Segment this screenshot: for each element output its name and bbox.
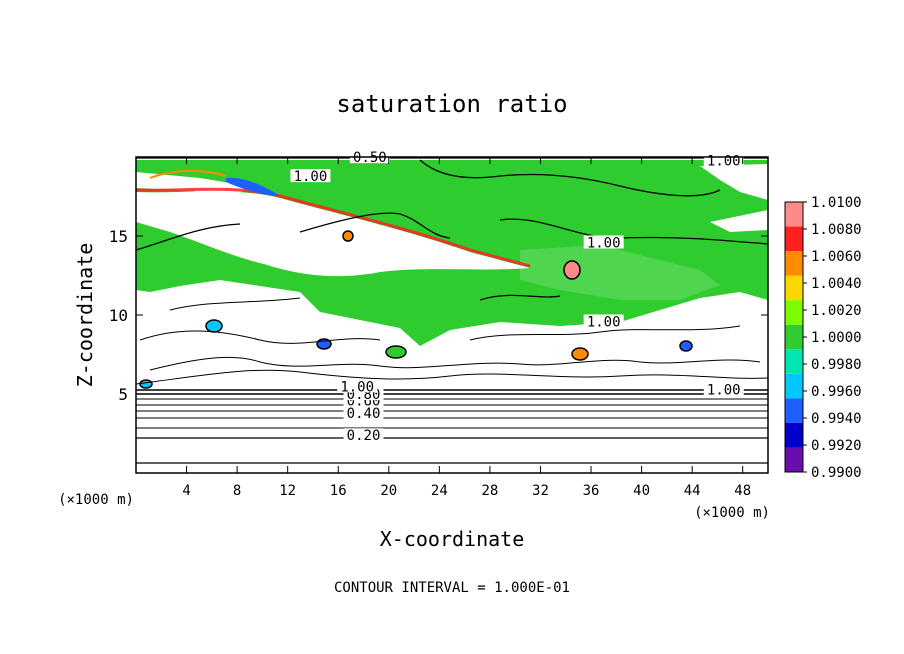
right-gap	[710, 210, 768, 232]
contour-labels: 0.200.400.600.801.00 1.001.001.001.000.50…	[290, 150, 744, 444]
x-tick-label: 32	[532, 483, 549, 499]
y-axis-ticks: 5 10 15	[109, 227, 768, 404]
colorbar: 0.9900 0.9920 0.9940 0.9960 0.9980 1.0000 1.00…	[784, 195, 862, 481]
colorbar-segment	[785, 422, 803, 448]
contour-label-bg	[337, 379, 378, 393]
contour-label: 1.00	[707, 153, 741, 169]
y-tick-label: 15	[109, 227, 128, 246]
colorbar-label: 1.0020	[811, 303, 862, 319]
y-tick-label: 10	[109, 306, 128, 325]
x-tick-label: 28	[481, 483, 498, 499]
colorbar-label: 1.0040	[811, 276, 862, 292]
x-tick-label: 24	[431, 483, 448, 499]
lower-subsaturated	[136, 282, 768, 473]
colorbar-segment	[785, 251, 803, 276]
colorbar-label: 1.0100	[811, 195, 862, 211]
contour-label: 1.00	[587, 314, 621, 330]
contour-label: 1.00	[707, 382, 741, 398]
contour-label-bg	[343, 428, 384, 442]
y-axis-label: Z-coordinate	[73, 243, 97, 388]
x-tick-label: 20	[380, 483, 397, 499]
colorbar-label: 0.9900	[811, 465, 862, 481]
red-rim	[136, 187, 531, 268]
x-axis-label: X-coordinate	[380, 527, 525, 551]
x-unit-left: (×1000 m)	[58, 492, 134, 508]
contour-label-bg	[290, 169, 331, 183]
colorbar-label: 1.0060	[811, 249, 862, 265]
colorbar-segment	[785, 275, 803, 301]
colorbar-segment	[785, 226, 803, 252]
contour-label: 1.00	[587, 235, 621, 251]
colorbar-segment	[785, 202, 803, 227]
orange-rim	[149, 169, 227, 179]
contour-label: 0.50	[353, 150, 387, 166]
x-tick-label: 40	[633, 483, 650, 499]
colorbar-label: 0.9920	[811, 438, 862, 454]
contour-label-bg	[583, 314, 624, 328]
upper-right-gap	[700, 164, 768, 200]
contour-label-bg	[343, 406, 384, 420]
x-tick-label: 4	[182, 483, 190, 499]
colorbar-label: 0.9980	[811, 357, 862, 373]
chart-title: saturation ratio	[336, 90, 567, 118]
colorbar-segment	[785, 398, 803, 423]
colorbar-label: 1.0000	[811, 330, 862, 346]
x-tick-label: 12	[279, 483, 296, 499]
contour-label-bg	[583, 235, 624, 249]
small-cloud-patches	[139, 230, 693, 389]
subsaturated-band	[136, 191, 530, 277]
colorbar-segment	[785, 300, 803, 325]
footer-contour-interval: CONTOUR INTERVAL = 1.000E-01	[334, 580, 570, 596]
plot-field	[136, 157, 768, 473]
x-unit-right: (×1000 m)	[694, 505, 770, 521]
contour-label: 0.20	[347, 428, 381, 444]
colorbar-segment	[785, 373, 803, 399]
contour-label-bg	[703, 382, 744, 396]
colorbar-segment	[785, 324, 803, 350]
y-tick-label: 5	[118, 385, 128, 404]
colorbar-segment	[785, 447, 803, 472]
x-tick-label: 8	[233, 483, 241, 499]
x-tick-label: 16	[330, 483, 347, 499]
x-tick-label: 48	[734, 483, 751, 499]
colorbar-segment	[785, 349, 803, 374]
contour-label: 1.00	[340, 379, 374, 395]
contour-label: 1.00	[294, 169, 328, 185]
cloud-layer-light	[520, 245, 720, 300]
colorbar-label: 1.0080	[811, 222, 862, 238]
x-tick-label: 44	[684, 483, 701, 499]
x-tick-label: 36	[583, 483, 600, 499]
x-axis-ticks: 4 8 12 16 20 24 28 32 36 40 44 48	[182, 157, 751, 499]
contour-label: 0.40	[347, 406, 381, 422]
blue-patch	[226, 177, 280, 196]
colorbar-label: 0.9940	[811, 411, 862, 427]
colorbar-label: 0.9960	[811, 384, 862, 400]
